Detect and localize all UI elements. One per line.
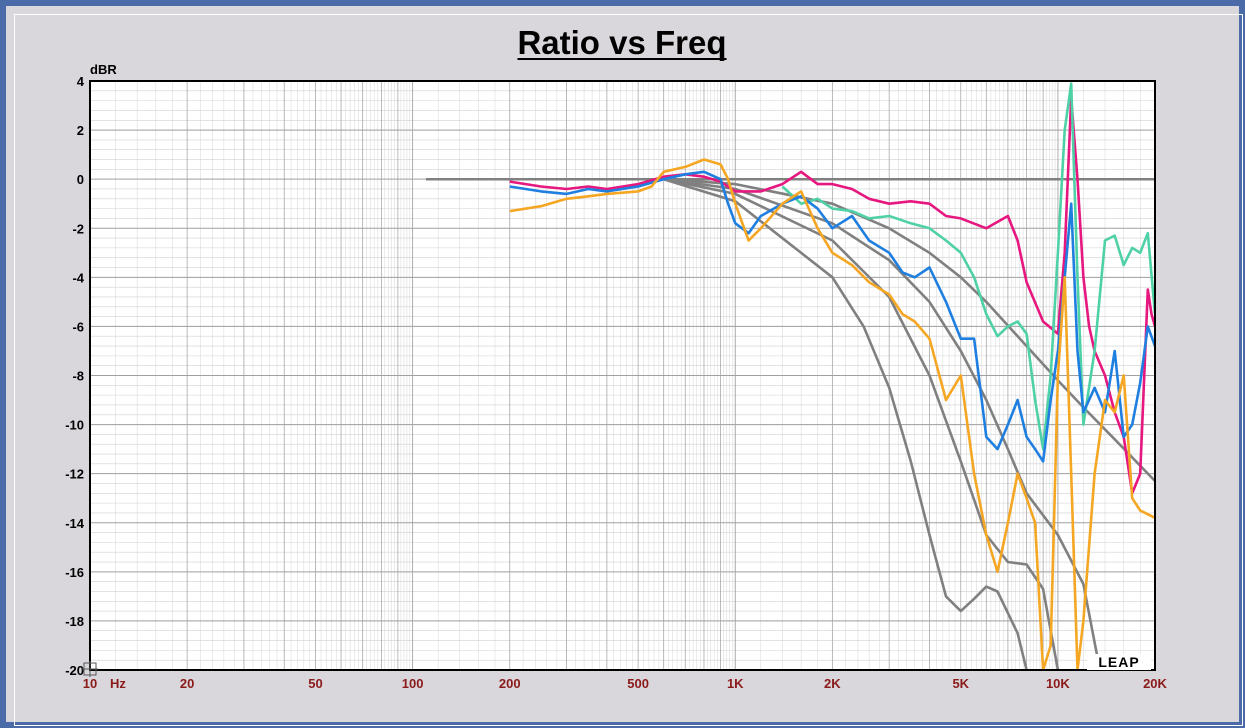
plot-border [89,80,1156,671]
y-tick-labels: 4 2 0 -2 -4 -6 -8 -10 -12 -14 -16 -18 -20 [65,74,85,678]
series-line-8 [509,170,1155,463]
y-tick-label: 2 [77,123,84,138]
leap-logo: LEAP [1087,654,1151,670]
series-layer [426,82,1155,670]
series-line-7 [781,82,1155,451]
y-tick-label: -14 [65,516,85,531]
x-tick-label: 20K [1143,676,1167,691]
x-tick-label: 200 [499,676,521,691]
x-tick-label: 20 [180,676,194,691]
y-tick-label: -2 [72,221,84,236]
grid [89,80,1156,671]
series-line-4 [663,177,1060,670]
chart-title: Ratio vs Freq [517,24,726,61]
y-tick-label: -16 [65,565,84,580]
x-tick-label: 5K [952,676,969,691]
x-axis-unit: Hz [110,676,126,691]
series-line-3 [663,177,1102,670]
y-tick-label: -18 [65,614,84,629]
y-tick-label: -12 [65,467,84,482]
leap-logo-text: LEAP [1098,654,1139,670]
y-tick-label: -6 [72,319,84,334]
y-tick-label: 0 [77,172,84,187]
x-tick-label: 10K [1046,676,1070,691]
x-tick-label: 10 [83,676,97,691]
x-tick-labels: 10 20 50 100 200 500 1K 2K 5K 10K 20K [83,676,1168,691]
y-tick-label: 4 [77,74,85,89]
cursor-icon [82,661,98,677]
y-tick-label: -8 [72,369,84,384]
x-tick-label: 2K [824,676,841,691]
x-tick-label: 1K [727,676,744,691]
y-tick-label: -4 [72,270,84,285]
x-tick-label: 100 [402,676,424,691]
series-line-5 [663,177,1028,670]
x-tick-label: 50 [308,676,322,691]
y-axis-unit: dBR [90,62,117,77]
y-tick-label: -10 [65,418,84,433]
series-line-9 [509,158,1155,670]
y-tick-label: -20 [65,663,84,678]
x-tick-label: 500 [627,676,649,691]
chart-panel [14,14,1243,726]
